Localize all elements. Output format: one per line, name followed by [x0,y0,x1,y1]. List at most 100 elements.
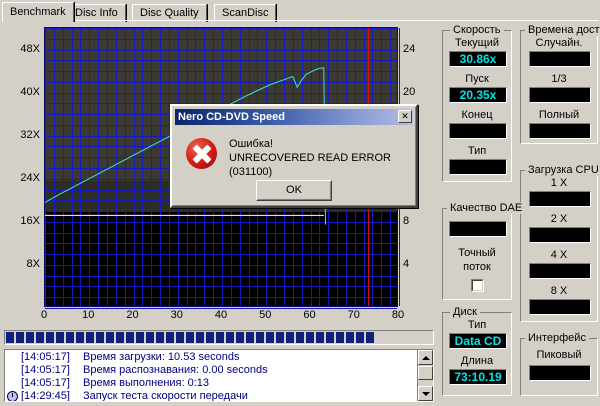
cpu-panel-title: Загрузка CPU [525,164,600,176]
scroll-up-button[interactable] [418,350,433,365]
progress-block [136,332,144,343]
scrollbar-thumb[interactable] [418,366,433,380]
progress-block [116,332,124,343]
dialog-message: Ошибка! UNRECOVERED READ ERROR (031100) [229,137,408,179]
progress-block [6,332,14,343]
disc-type-label: Тип [467,319,487,331]
progress-block [336,332,344,343]
y-tick-left: 40X [20,85,40,98]
progress-block [176,332,184,343]
series-speed [45,67,326,225]
progress-block [126,332,134,343]
log-list[interactable]: [14:05:17] Время загрузки: 10.53 seconds[… [4,349,434,402]
access-random-label: Случайн. [535,37,583,49]
log-scrollbar[interactable] [417,350,433,401]
progress-block [346,332,354,343]
y-tick-right: 4 [403,257,410,270]
y-tick-right: 24 [403,42,416,55]
close-icon[interactable]: ✕ [398,110,412,123]
speed-panel: Скорость Текущий 30.86x Пуск 20.35x Коне… [442,24,512,182]
dialog-message-line-1: Ошибка! [229,138,274,150]
y-tick-left: 24X [20,171,40,184]
x-tick: 40 [214,309,228,321]
access-full-label: Полный [538,109,580,121]
cpu-4x-label: 4 X [550,249,568,261]
progress-block [276,332,284,343]
cpu-2x-label: 2 X [550,213,568,225]
tab-benchmark[interactable]: Benchmark [2,2,74,22]
speed-current-label: Текущий [455,37,499,49]
y-tick-right: 20 [403,85,416,98]
cpu-4x-value [529,263,591,279]
progress-block [236,332,244,343]
speed-type-value [449,159,507,175]
dae-stream-label-2: поток [463,261,491,273]
log-message: Запуск теста скорости передачи [83,390,248,402]
log-time: [14:05:17] [21,351,70,363]
speed-start-value: 20.35x [449,87,507,103]
log-time: [14:05:17] [21,377,70,389]
log-time: [14:29:45] [21,390,70,402]
progress-block [16,332,24,343]
dialog-message-line-2: UNRECOVERED READ ERROR (031100) [229,152,391,178]
ok-button-label: OK [286,184,302,196]
log-row[interactable]: [14:05:17] Время выполнения: 0:13 [5,377,416,390]
tab-disc-info[interactable]: Disc Info [67,4,126,22]
tab-disc-quality[interactable]: Disc Quality [132,4,207,22]
log-row[interactable]: [14:29:45] Запуск теста скорости передачи [5,390,416,402]
x-tick: 80 [391,309,405,321]
cpu-panel: Загрузка CPU 1 X 2 X 4 X 8 X [520,164,600,322]
progress-block [266,332,274,343]
speed-curve [45,67,326,225]
log-message: Время распознавания: 0.00 seconds [83,364,268,376]
tab-scandisc[interactable]: ScanDisc [214,4,277,22]
cpu-2x-value [529,227,591,243]
dialog-titlebar[interactable]: Nero CD-DVD Speed ✕ [175,109,413,125]
access-third-value [529,87,591,103]
disc-panel-title: Диск [450,306,480,318]
speed-end-label: Конец [461,109,493,121]
cpu-8x-label: 8 X [550,285,568,297]
disc-type-value: Data CD [449,333,507,349]
speed-current-value: 30.86x [449,51,507,67]
disc-length-label: Длина [460,355,494,367]
progress-block [76,332,84,343]
progress-block [316,332,324,343]
accurate-stream-checkbox[interactable] [471,279,484,292]
progress-block [36,332,44,343]
arrow-down-icon [421,391,430,396]
dialog-title: Nero CD-DVD Speed [178,111,285,123]
progress-block [216,332,224,343]
progress-block [366,332,374,343]
speed-start-label: Пуск [465,73,489,85]
x-axis: 0 10 20 30 40 50 60 70 80 [40,309,404,325]
x-tick: 10 [82,309,95,321]
arrow-up-icon [421,355,430,360]
interface-peak-label: Пиковый [536,349,582,361]
progress-block [356,332,364,343]
progress-block [206,332,214,343]
log-message: Время загрузки: 10.53 seconds [83,351,240,363]
error-dialog: Nero CD-DVD Speed ✕ Ошибка! UNRECOVERED … [170,104,418,208]
progress-block [326,332,334,343]
progress-block [306,332,314,343]
tab-disc-quality-label: Disc Quality [140,7,199,19]
progress-block [256,332,264,343]
tab-strip: Benchmark Disc Info Disc Quality ScanDis… [2,2,598,22]
log-row[interactable]: [14:05:17] Время распознавания: 0.00 seco… [5,364,416,377]
access-times-panel: Времена доступа Случайн. 1/3 Полный [520,24,600,144]
y-tick-left: 32X [20,128,40,141]
progress-block [96,332,104,343]
x-tick: 50 [259,309,272,321]
ok-button[interactable]: OK [256,180,332,201]
y-tick-left: 8X [26,257,40,270]
tab-benchmark-label: Benchmark [10,6,66,18]
x-tick: 0 [40,309,48,321]
log-message: Время выполнения: 0:13 [83,377,210,389]
x-tick: 70 [347,309,360,321]
scroll-down-button[interactable] [418,386,433,401]
access-random-value [529,51,591,67]
y-tick-left: 48X [20,42,40,55]
log-row[interactable]: [14:05:17] Время загрузки: 10.53 seconds [5,351,416,364]
